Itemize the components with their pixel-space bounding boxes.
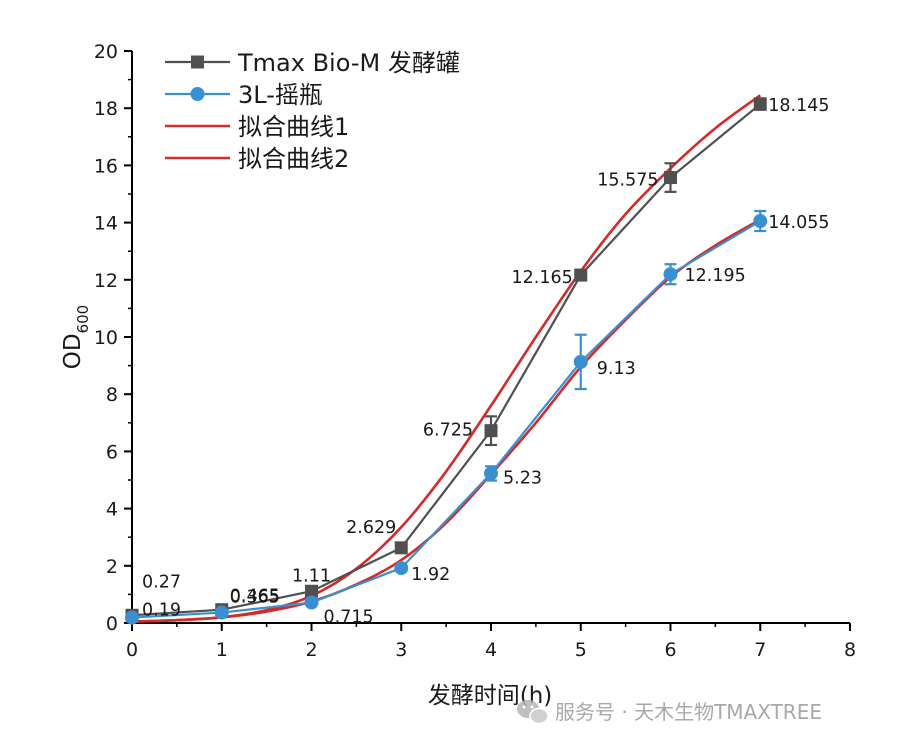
data-label: 0.365 (230, 588, 280, 608)
wechat-icon (517, 700, 549, 725)
y-tick-label: 12 (94, 270, 118, 292)
markers (125, 97, 768, 625)
legend-label: 拟合曲线2 (238, 145, 349, 173)
data-point-circle (753, 214, 768, 229)
watermark: 服务号 · 天木生物TMAXTREE (517, 700, 822, 725)
data-label: 15.575 (597, 171, 658, 191)
data-label: 1.11 (292, 566, 331, 586)
data-label: 9.13 (597, 359, 636, 379)
legend-label: 拟合曲线1 (238, 113, 349, 141)
legend-marker-circle (190, 87, 205, 101)
y-tick-label: 20 (94, 41, 118, 63)
x-tick-label: 5 (575, 639, 587, 661)
data-label: 0.465 (230, 587, 280, 607)
y-tick-label: 18 (94, 98, 118, 120)
data-point-circle (125, 610, 139, 625)
y-tick-label: 6 (106, 441, 118, 463)
legend-marker-square (191, 55, 204, 69)
data-label: 0.19 (142, 601, 181, 621)
data-point-circle (484, 466, 498, 481)
data-labels: 0.27 0.465 1.11 2.629 6.725 12.165 15.575 18.14… (142, 96, 829, 627)
watermark-text: 服务号 · 天木生物TMAXTREE (555, 700, 822, 724)
data-label: 12.195 (685, 266, 746, 286)
data-label: 12.165 (512, 268, 573, 288)
series-line-1 (131, 220, 761, 619)
data-label: 14.055 (768, 213, 829, 233)
legend-label: Tmax Bio-M 发酵罐 (237, 49, 460, 77)
data-label: 2.629 (346, 518, 396, 538)
data-series (131, 103, 761, 619)
y-tick-label: 16 (94, 155, 118, 177)
data-point-square (574, 268, 588, 282)
series-line-0 (131, 103, 761, 617)
y-tick-label: 0 (106, 613, 118, 635)
x-tick-label: 2 (305, 639, 317, 661)
data-label: 0.27 (142, 572, 181, 592)
data-label: 1.92 (411, 565, 450, 585)
data-point-circle (573, 354, 588, 369)
x-tick-label: 0 (126, 639, 138, 661)
data-point-circle (394, 561, 409, 576)
x-tick-label: 8 (844, 639, 856, 661)
data-point-circle (304, 595, 319, 610)
data-point-square (664, 171, 677, 185)
data-label: 5.23 (503, 468, 542, 488)
y-axis-title: OD600 (60, 305, 92, 369)
x-tick-label: 1 (216, 639, 228, 661)
data-label: 0.715 (324, 608, 374, 628)
y-axis-title-main: OD (60, 333, 86, 369)
data-point-circle (663, 267, 678, 282)
y-tick-label: 2 (106, 556, 118, 578)
data-point-square (394, 541, 408, 555)
y-axis-title-subscript: 600 (74, 305, 92, 334)
x-tick-label: 3 (395, 639, 407, 661)
data-label: 6.725 (423, 421, 473, 441)
y-tick-label: 10 (94, 327, 118, 349)
y-tick-label: 14 (94, 213, 118, 235)
data-label: 18.145 (768, 96, 829, 116)
data-point-square (753, 97, 767, 111)
x-tick-label: 6 (664, 639, 676, 661)
x-tick-label: 7 (754, 639, 766, 661)
legend-label: 3L-摇瓶 (238, 81, 323, 109)
y-tick-label: 8 (106, 384, 118, 406)
data-point-square (305, 584, 318, 598)
y-tick-label: 4 (106, 499, 118, 521)
data-point-square (484, 424, 498, 438)
x-tick-label: 4 (485, 639, 497, 661)
data-point-circle (214, 605, 229, 620)
